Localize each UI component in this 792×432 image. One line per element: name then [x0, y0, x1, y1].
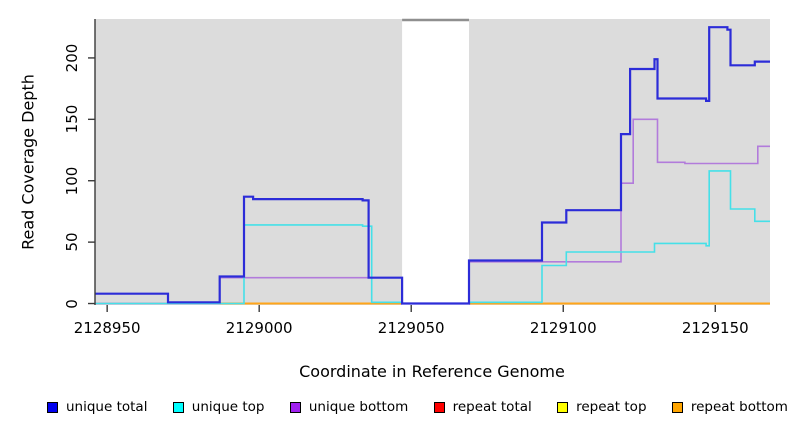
x-tick-label: 2129050 — [377, 319, 445, 337]
masked-region — [402, 19, 469, 305]
legend-label: unique bottom — [308, 399, 409, 415]
y-axis-title: Read Coverage Depth — [18, 74, 38, 250]
legend-swatch — [671, 401, 683, 413]
series-unique-total — [95, 26, 770, 305]
series-unique-top — [95, 170, 770, 305]
y-tick-label: 100 — [63, 166, 81, 196]
x-tick-label: 2128950 — [73, 319, 141, 337]
legend-label: repeat bottom — [690, 399, 788, 415]
legend-swatch — [433, 401, 445, 413]
x-tick-label: 2129000 — [225, 319, 293, 337]
legend-item-repeat-top: repeat top — [557, 399, 647, 415]
x-tick-label: 2129100 — [529, 319, 597, 337]
legend-label: repeat total — [452, 399, 532, 415]
legend-label: unique total — [66, 399, 148, 415]
legend-item-unique-top: unique top — [172, 399, 265, 415]
y-tick-label: 200 — [63, 43, 81, 73]
legend-item-repeat-total: repeat total — [433, 399, 532, 415]
y-tick-label: 0 — [63, 298, 81, 309]
legend-swatch — [289, 401, 301, 413]
chart-legend: unique total unique top unique bottom repea… — [47, 397, 788, 417]
legend-swatch — [172, 401, 184, 413]
legend-item-unique-total: unique total — [47, 399, 147, 415]
legend-label: unique top — [191, 399, 265, 415]
x-axis-title: Coordinate in Reference Genome — [299, 362, 565, 381]
legend-item-repeat-bottom: repeat bottom — [671, 399, 788, 415]
y-tick-label: 150 — [63, 104, 81, 134]
legend-swatch — [557, 401, 569, 413]
x-tick-label: 2129150 — [681, 319, 749, 337]
legend-swatch — [47, 401, 58, 413]
y-tick-label: 50 — [63, 232, 81, 252]
legend-item-unique-bottom: unique bottom — [289, 399, 409, 415]
legend-label: repeat top — [576, 399, 647, 415]
